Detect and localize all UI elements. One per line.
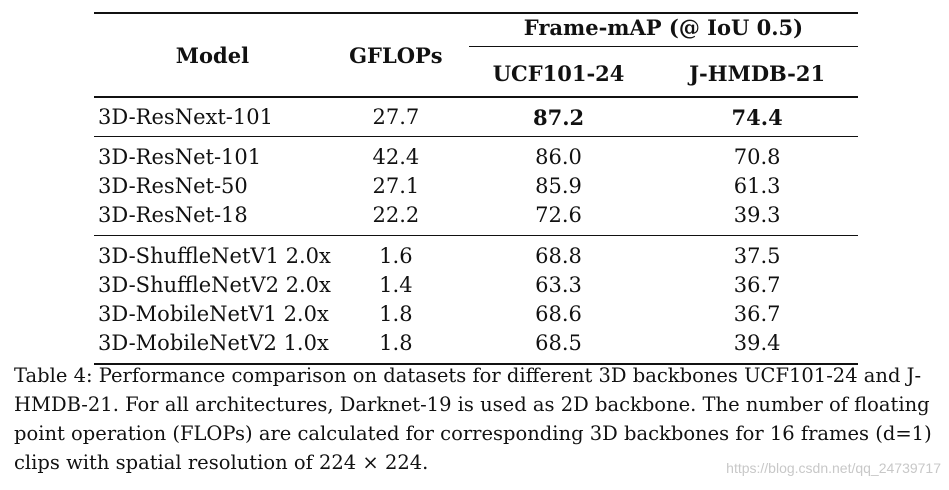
table-caption: Table 4: Performance comparison on datas…	[14, 364, 932, 474]
cell-jhmdb: 36.7	[733, 302, 781, 326]
cell-jhmdb: 37.5	[656, 235, 858, 271]
table-row: 3D-ShuffleNetV2 2.0x 1.4 63.3 36.7	[94, 271, 858, 300]
watermark: https://blog.csdn.net/qq_24739717	[726, 460, 941, 476]
cell-model: 3D-MobileNetV2 1.0x	[94, 329, 331, 365]
cell-model: 3D-ResNet-50	[98, 174, 248, 198]
header-jhmdb-21: J-HMDB-21	[689, 60, 826, 86]
cell-ucf: 85.9	[535, 174, 582, 198]
table-row: 3D-MobileNetV1 2.0x 1.8 68.6 36.7	[94, 300, 858, 329]
header-model: Model	[94, 12, 331, 97]
table-row: 3D-ShuffleNetV1 2.0x 1.6 68.8 37.5	[94, 235, 858, 271]
cell-ucf: 72.6	[535, 203, 582, 227]
cell-ucf: 63.3	[535, 273, 582, 297]
cell-model: 3D-ResNext-101	[94, 96, 331, 137]
cell-jhmdb: 61.3	[733, 174, 781, 198]
cell-jhmdb: 70.8	[656, 136, 858, 172]
table-row: 3D-ResNet-50 27.1 85.9 61.3	[94, 172, 858, 201]
cell-ucf: 87.2	[460, 96, 657, 137]
table-row: 3D-ResNext-101 27.7 87.2 74.4	[94, 96, 858, 137]
cell-gflops: 1.8	[379, 302, 413, 326]
cell-ucf: 68.6	[535, 302, 582, 326]
cell-gflops: 27.1	[372, 174, 420, 198]
results-table: Model GFLOPs Frame-mAP (@ IoU 0.5) UCF10…	[94, 12, 858, 365]
cell-gflops: 27.7	[330, 96, 461, 137]
cell-model: 3D-ShuffleNetV1 2.0x	[94, 235, 331, 271]
table-row: 3D-ResNet-101 42.4 86.0 70.8	[94, 136, 858, 172]
cell-gflops: 1.8	[330, 329, 461, 365]
table-row: 3D-MobileNetV2 1.0x 1.8 68.5 39.4	[94, 329, 858, 365]
cell-jhmdb: 36.7	[733, 273, 781, 297]
cell-ucf: 68.5	[460, 329, 657, 365]
cell-jhmdb: 74.4	[656, 96, 858, 137]
cell-gflops: 1.4	[379, 273, 413, 297]
cell-gflops: 1.6	[330, 235, 461, 271]
cell-gflops: 22.2	[372, 203, 420, 227]
cell-ucf: 68.8	[460, 235, 657, 271]
header-ucf101-24: UCF101-24	[492, 60, 625, 86]
header-frame-map-label: Frame-mAP (@ IoU 0.5)	[468, 17, 858, 47]
cell-model: 3D-MobileNetV1 2.0x	[98, 302, 329, 326]
cell-jhmdb: 39.3	[733, 203, 781, 227]
cell-gflops: 42.4	[330, 136, 461, 172]
results-table-container: Model GFLOPs Frame-mAP (@ IoU 0.5) UCF10…	[94, 12, 858, 365]
cell-jhmdb: 39.4	[656, 329, 858, 365]
cell-ucf: 86.0	[460, 136, 657, 172]
cell-model: 3D-ShuffleNetV2 2.0x	[98, 273, 331, 297]
cell-model: 3D-ResNet-101	[94, 136, 331, 172]
header-frame-map: Frame-mAP (@ IoU 0.5)	[460, 12, 858, 50]
table-row: 3D-ResNet-18 22.2 72.6 39.3	[94, 201, 858, 236]
header-gflops: GFLOPs	[330, 12, 461, 97]
cell-model: 3D-ResNet-18	[98, 203, 248, 227]
